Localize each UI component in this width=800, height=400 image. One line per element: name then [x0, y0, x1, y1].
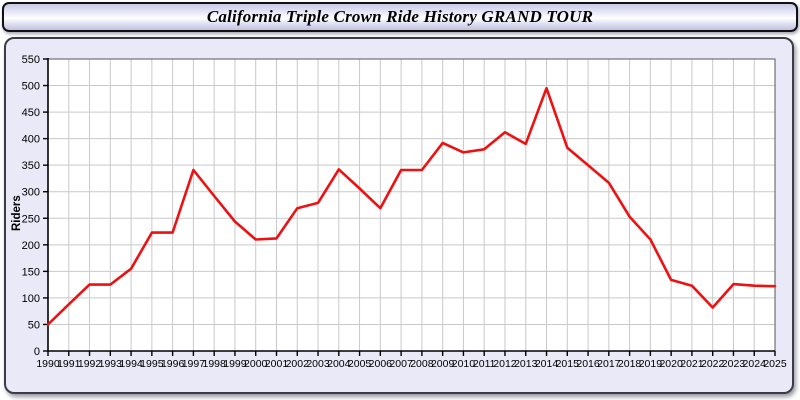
x-axis-tick-label: 1997: [182, 358, 206, 370]
x-axis-tick-label: 1994: [119, 358, 143, 370]
x-axis-tick-label: 1999: [223, 358, 247, 370]
x-axis-tick-label: 1995: [140, 358, 164, 370]
x-axis-tick-label: 1996: [161, 358, 185, 370]
x-axis-tick-label: 2014: [535, 358, 559, 370]
y-axis-tick-label: 50: [28, 319, 40, 331]
x-axis-tick-label: 2009: [431, 358, 455, 370]
x-axis-tick-label: 2018: [618, 358, 642, 370]
x-axis-tick-label: 2021: [680, 358, 704, 370]
y-axis-tick-label: 400: [22, 134, 40, 146]
y-axis-tick-label: 200: [22, 240, 40, 252]
y-axis-ticks: 0 50 100 150 200 250 300 350 400 450 500 550: [22, 54, 48, 358]
x-axis-tick-label: 2001: [265, 358, 289, 370]
title-bar: California Triple Crown Ride History GRA…: [2, 2, 798, 32]
y-axis-tick-label: 450: [22, 107, 40, 119]
chart-panel: 0 50 100 150 200 250 300 350 400 450 500 550 1990 199…: [4, 37, 794, 394]
x-axis-tick-label: 2019: [639, 358, 663, 370]
x-axis-tick-label: 2008: [410, 358, 434, 370]
plot-area: [48, 59, 775, 351]
x-axis-tick-label: 2022: [701, 358, 725, 370]
x-axis-tick-label: 1993: [99, 358, 123, 370]
axes: [47, 58, 775, 352]
x-axis-tick-label: 2023: [722, 358, 746, 370]
x-axis-tick-label: 1990: [36, 358, 60, 370]
x-axis-tick-label: 2016: [576, 358, 600, 370]
x-axis-tick-label: 2007: [389, 358, 413, 370]
x-axis-tick-label: 1992: [78, 358, 102, 370]
y-axis-tick-label: 300: [22, 187, 40, 199]
x-axis-tick-label: 2011: [473, 358, 496, 370]
y-axis-tick-label: 100: [22, 293, 40, 305]
x-axis-tick-label: 2003: [306, 358, 330, 370]
x-axis-tick-label: 2013: [514, 358, 538, 370]
x-axis-tick-label: 2005: [348, 358, 372, 370]
y-axis-tick-label: 0: [34, 346, 40, 358]
x-axis-tick-label: 2017: [597, 358, 621, 370]
x-axis-tick-label: 2002: [286, 358, 310, 370]
x-axis-tick-label: 2000: [244, 358, 268, 370]
chart-title: California Triple Crown Ride History GRA…: [206, 7, 594, 26]
y-axis-tick-label: 250: [22, 213, 40, 225]
y-axis-tick-label: 550: [22, 54, 40, 66]
y-axis-tick-label: 500: [22, 81, 40, 93]
x-axis-tick-label: 2006: [369, 358, 393, 370]
y-axis-tick-label: 150: [22, 266, 40, 278]
y-axis-tick-label: 350: [22, 160, 40, 172]
x-axis-tick-label: 2004: [327, 358, 351, 370]
x-axis-tick-label: 2024: [743, 358, 767, 370]
x-axis-tick-label: 2010: [452, 358, 476, 370]
x-axis-ticks: 1990199119921993199419951996199719981999…: [36, 351, 787, 370]
x-axis-tick-label: 2015: [556, 358, 580, 370]
x-axis-tick-label: 2020: [659, 358, 683, 370]
y-axis-label: Riders: [11, 195, 23, 231]
ride-history-line-chart: 0501001502002503003504004505005501990199…: [11, 54, 787, 370]
x-axis-tick-label: 2012: [493, 358, 517, 370]
x-axis-tick-label: 1998: [202, 358, 226, 370]
x-axis-tick-label: 1991: [57, 358, 81, 370]
x-axis-tick-label: 2025: [763, 358, 787, 370]
riders-series-line: [46, 86, 777, 326]
